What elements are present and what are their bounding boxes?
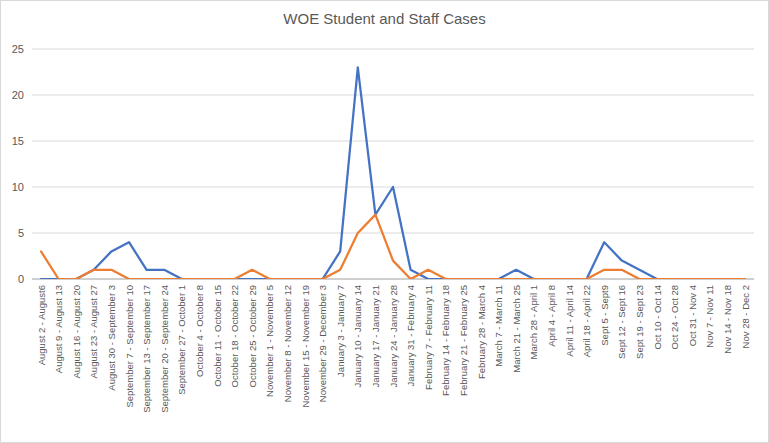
x-tick-label: March 7 - March 11: [493, 285, 504, 367]
series-line: [41, 67, 745, 279]
x-tick-label: Sept 19 - Sept 23: [634, 285, 645, 359]
x-tick-label: August 23 - August 27: [88, 285, 99, 378]
grid-line: [32, 233, 754, 234]
x-tick-label: August 9 - August 13: [53, 285, 64, 373]
x-tick-label: February 7 - February 11: [423, 285, 434, 390]
x-tick-label: October 4 - October 8: [194, 285, 205, 377]
x-tick-label: Sept 5 - Sept9: [599, 285, 610, 346]
grid-line: [32, 141, 754, 142]
x-tick-label: February 21 - February 25: [458, 285, 469, 396]
x-tick-label: January 10 - January 14: [352, 285, 363, 387]
x-tick-label: August 2 - August6: [36, 285, 47, 365]
series-line: [41, 215, 745, 279]
x-tick-label: January 24 - January 28: [388, 285, 399, 387]
y-tick-label: 0: [18, 273, 24, 285]
x-tick-label: September 7 - September 10: [124, 285, 135, 408]
x-tick-label: February 28 - March 4: [476, 285, 487, 379]
grid-line: [32, 49, 754, 50]
plot-area: [41, 67, 745, 279]
x-tick-label: Oct 24 - Oct 28: [669, 285, 680, 349]
x-tick-label: February 14 - February 18: [440, 285, 451, 396]
y-tick-label: 10: [12, 181, 24, 193]
x-tick-label: Nov 14 - Nov 18: [722, 285, 733, 354]
y-tick-label: 25: [12, 43, 24, 55]
x-tick-label: September 20 - September 24: [159, 285, 170, 413]
chart-title: WOE Student and Staff Cases: [283, 10, 485, 27]
x-tick-label: November 29 - December 3: [317, 285, 328, 402]
chart-frame: [1, 1, 769, 443]
y-tick-label: 20: [12, 89, 24, 101]
x-tick-label: Nov 7 - Nov 11: [704, 285, 715, 348]
x-tick-label: October 18 - October 22: [229, 285, 240, 387]
x-tick-label: January 3 - January 7: [335, 285, 346, 377]
x-tick-label: September 27 - October 1: [176, 285, 187, 395]
x-tick-label: March 21 - March 25: [511, 285, 522, 373]
x-tick-label: August 16 - August 20: [71, 285, 82, 378]
x-tick-label: Nov 28 - Dec 2: [740, 285, 751, 348]
x-tick-label: April 18 - April 22: [581, 285, 592, 357]
x-tick-label: November 8 - November 12: [282, 285, 293, 402]
x-tick-label: October 25 - October 29: [247, 285, 258, 387]
x-tick-label: August 30 - September 3: [106, 285, 117, 391]
y-tick-label: 15: [12, 135, 24, 147]
grid-line: [32, 95, 754, 96]
y-tick-label: 5: [18, 227, 24, 239]
x-tick-label: November 15 - November 19: [300, 285, 311, 408]
x-tick-label: Oct 10 - Oct 14: [652, 285, 663, 349]
x-tick-label: Oct 31 - Nov 4: [687, 285, 698, 346]
x-tick-label: April 11 - April 14: [564, 285, 575, 357]
x-tick-label: October 11 - October 15: [212, 285, 223, 387]
x-tick-label: September 13 - September 17: [141, 285, 152, 413]
x-tick-label: March 28 - April 1: [528, 285, 539, 359]
x-tick-label: Sept 12 - Sept 16: [616, 285, 627, 359]
x-tick-label: January 31 - February 4: [405, 285, 416, 386]
x-tick-label: April 4 - April 8: [546, 285, 557, 347]
chart: WOE Student and Staff Cases 0 5 10 15 20 25 Aug…: [0, 0, 769, 443]
x-tick-label: January 17 - January 21: [370, 285, 381, 387]
x-tick-label: November 1 - November 5: [264, 285, 275, 397]
